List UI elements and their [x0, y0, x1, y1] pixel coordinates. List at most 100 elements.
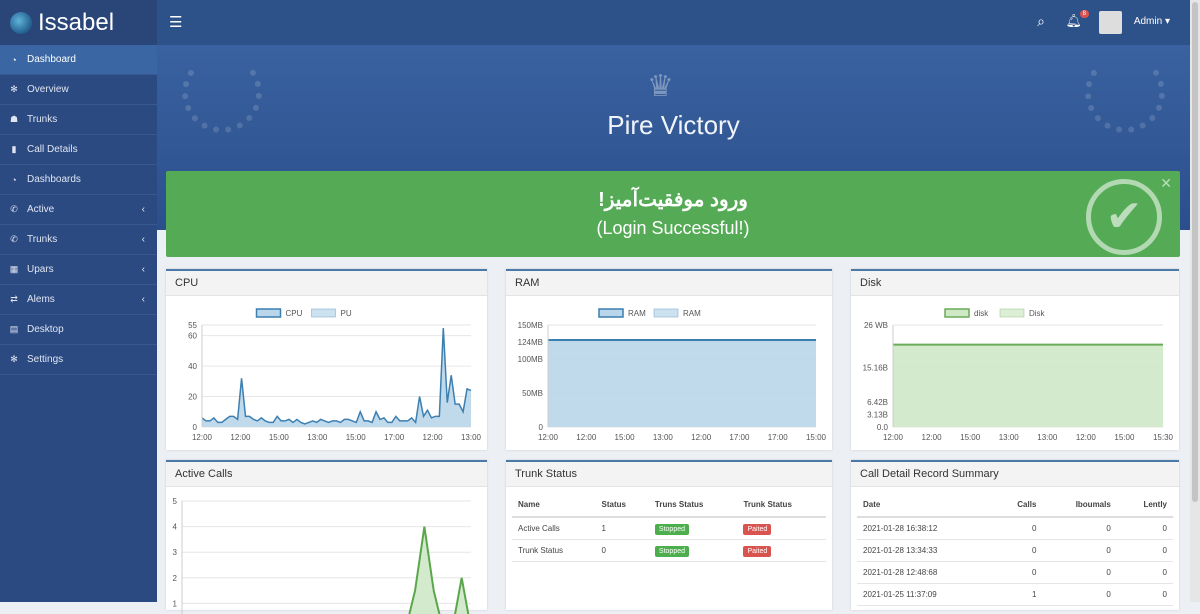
table-cell: 2021-01-28 12:48:68	[857, 561, 994, 584]
scrollbar-thumb[interactable]	[1192, 2, 1198, 502]
y-tick-label: 3	[173, 548, 178, 557]
table-row: 2021-01-25 11:37:09 1 0 0	[857, 583, 1173, 606]
sidebar-item-dashboard[interactable]: ◔ Dashboard	[0, 45, 157, 75]
series-line	[201, 328, 472, 425]
column-header: Calls	[993, 493, 1043, 518]
x-tick-label: 15:30	[1153, 433, 1174, 442]
column-header: Date	[857, 493, 994, 518]
x-tick-label: 15:00	[269, 433, 290, 442]
sidebar-item-label: Active	[27, 204, 55, 215]
shuffle-icon: ⇄	[10, 294, 18, 304]
y-tick-label: 50MB	[522, 389, 543, 398]
panel-title: Active Calls	[166, 462, 487, 487]
y-tick-label: 3.13B	[867, 411, 888, 420]
sidebar-item-label: Desktop	[27, 324, 64, 335]
dashboard-icon: ◔	[11, 54, 17, 65]
table-row: 2021-01-28 12:48:68 0 0 0	[857, 561, 1173, 584]
menu-toggle-icon[interactable]: ☰	[169, 14, 183, 31]
column-header: Truns Status	[648, 493, 738, 518]
chevron-left-icon: ‹	[141, 294, 145, 305]
sidebar-item-label: Call Details	[27, 144, 78, 155]
column-header: Trunk Status	[737, 493, 826, 518]
legend-swatch	[999, 308, 1025, 318]
globe-logo-icon	[10, 11, 32, 34]
calendar-icon: ▦	[9, 264, 19, 274]
top-bar: ☰ ⌕ 🔔︎ 8 Admin ▾	[157, 0, 1190, 45]
table-cell: 0	[1042, 517, 1117, 540]
gear-icon: ✻	[10, 84, 18, 94]
sidebar-item-desktop[interactable]: ▤ Desktop	[0, 315, 157, 345]
y-tick-label: 60	[188, 332, 197, 341]
avatar[interactable]	[1099, 11, 1122, 34]
x-tick-label: 15:00	[615, 433, 636, 442]
table-row: 2021-01-28 16:38:12 0 0 0	[857, 517, 1173, 540]
legend-label: RAM	[628, 309, 646, 318]
user-menu[interactable]: Admin ▾	[1133, 16, 1170, 27]
sidebar-item-overview[interactable]: ✻ Overview	[0, 75, 157, 105]
table-cell: 1	[595, 517, 649, 540]
chevron-left-icon: ‹	[141, 204, 145, 215]
logo[interactable]: Issabel	[0, 0, 157, 45]
x-tick-label: 15:00	[346, 433, 367, 442]
table-cell: 0	[1116, 583, 1173, 606]
y-tick-label: 26 WB	[864, 321, 888, 330]
table-cell: 0	[993, 561, 1043, 584]
series-area	[202, 328, 471, 427]
table-cell: 2021-01-28 13:34:33	[857, 539, 994, 562]
sidebar-item-trunks[interactable]: ✆ Trunks ‹	[0, 225, 157, 255]
table-row: 2021-01-28 13:34:33 0 0 0	[857, 539, 1173, 562]
legend-swatch	[944, 308, 970, 318]
cdr-summary-panel: Call Detail Record Summary Date Calls Ibou…	[851, 460, 1179, 610]
x-tick-label: 12:00	[423, 433, 444, 442]
legend-label: disk	[974, 309, 989, 318]
series-area	[893, 344, 1163, 427]
sidebar-item-call-details[interactable]: ▮ Call Details	[0, 135, 157, 165]
sidebar-item-settings[interactable]: ✻ Settings	[0, 345, 157, 375]
table-cell: Trunk Status	[512, 539, 596, 562]
sidebar-item-label: Dashboards	[27, 174, 81, 185]
legend-label: RAM	[683, 309, 701, 318]
x-tick-label: 12:00	[230, 433, 251, 442]
sidebar-item-label: Upars	[27, 264, 54, 275]
table-row: Active Calls 1 Stopped Paited	[512, 517, 826, 540]
column-header: Lently	[1116, 493, 1173, 518]
user-name: Admin	[1133, 16, 1163, 27]
x-tick-label: 12:00	[1076, 433, 1097, 442]
table-cell: 0	[993, 539, 1043, 562]
panel-title: CPU	[166, 271, 487, 296]
x-tick-label: 13:00	[999, 433, 1020, 442]
sidebar-item-trunks[interactable]: ☗ Trunks	[0, 105, 157, 135]
sidebar-item-upars[interactable]: ▦ Upars ‹	[0, 255, 157, 285]
trunk-status-panel: Trunk Status Name Status Truns Status Trunk…	[506, 460, 832, 610]
ram-chart: 0 50MB 100MB 124MB 150MB 12:00 12:00 15:00 13:00…	[518, 308, 827, 442]
column-header: Name	[512, 493, 596, 518]
column-header: Iboumals	[1042, 493, 1117, 518]
x-tick-label: 17:00	[384, 433, 405, 442]
x-tick-label: 13:00	[653, 433, 674, 442]
sidebar-item-dashboards[interactable]: ◔ Dashboards	[0, 165, 157, 195]
x-tick-label: 12:00	[538, 433, 559, 442]
table-cell: 0	[1116, 517, 1173, 540]
table-cell: 0	[595, 539, 649, 562]
x-tick-label: 17:00	[729, 433, 750, 442]
panel-title: Trunk Status	[506, 462, 832, 487]
scrollbar[interactable]	[1190, 0, 1200, 602]
series-line	[408, 526, 470, 614]
table-cell: 0	[993, 517, 1043, 540]
sidebar-item-label: Trunks	[27, 114, 58, 125]
search-icon[interactable]: ⌕	[1037, 13, 1045, 29]
app-name: Issabel	[38, 8, 115, 36]
sidebar-item-alems[interactable]: ⇄ Alems ‹	[0, 285, 157, 315]
chevron-left-icon: ‹	[141, 264, 145, 275]
table-cell: 0	[1116, 561, 1173, 584]
bell-icon[interactable]: 🔔︎	[1065, 13, 1082, 28]
dashboard-icon: ◔	[11, 174, 17, 185]
close-icon[interactable]: ✕	[1160, 175, 1172, 191]
y-tick-label: 6.42B	[867, 398, 888, 407]
sidebar-item-active[interactable]: ✆ Active ‹	[0, 195, 157, 225]
laurel-icon	[1085, 53, 1165, 133]
cpu-chart: 0 20 40 60 55 12:00 12:00 15:00 13:00 15:00 17:00 1…	[188, 308, 482, 442]
status-badge: Paited	[743, 546, 772, 557]
legend-swatch	[653, 308, 679, 318]
column-header: Status	[595, 493, 649, 518]
